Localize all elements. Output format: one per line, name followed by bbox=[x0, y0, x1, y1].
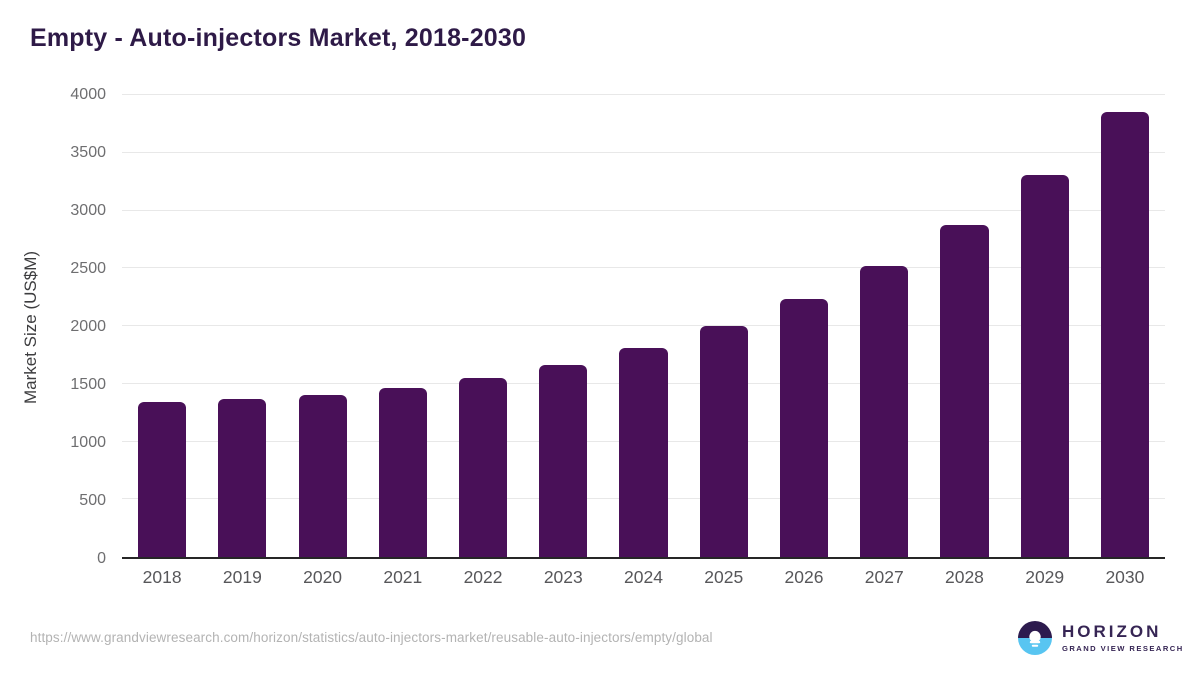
x-tick-label-2027: 2027 bbox=[864, 567, 904, 587]
bar-slot-2026 bbox=[764, 95, 844, 557]
bar-layer bbox=[122, 95, 1165, 557]
bar-2030 bbox=[1100, 112, 1149, 557]
y-tick-label-1000: 1000 bbox=[70, 434, 106, 451]
y-tick-label-2500: 2500 bbox=[70, 260, 106, 277]
bar-slot-2029 bbox=[1005, 95, 1085, 557]
x-axis-labels: 2018 2019 2020 2021 2022 2023 2024 2025 2026 2027… bbox=[122, 567, 1165, 588]
chart-title: Empty - Auto-injectors Market, 2018-2030 bbox=[30, 24, 527, 52]
logo-brand-name: HORIZON bbox=[1062, 622, 1162, 642]
gridline-4000 bbox=[122, 94, 1165, 95]
bar-slot-2021 bbox=[363, 95, 443, 557]
bar-slot-2030 bbox=[1085, 95, 1165, 557]
x-tick-label-2026: 2026 bbox=[784, 567, 824, 587]
y-tick-label-2000: 2000 bbox=[70, 318, 106, 335]
horizon-logo-icon bbox=[1018, 621, 1052, 655]
y-tick-label-0: 0 bbox=[97, 550, 106, 567]
gridline-2500 bbox=[122, 267, 1165, 269]
bar-2024 bbox=[619, 348, 668, 557]
y-tick-label-1500: 1500 bbox=[70, 376, 106, 393]
bar-slot-2028 bbox=[924, 95, 1004, 557]
gridline-3500 bbox=[122, 151, 1165, 153]
x-tick-label-2019: 2019 bbox=[222, 567, 262, 587]
x-tick-label-2024: 2024 bbox=[624, 567, 663, 587]
bar-2028 bbox=[940, 225, 989, 557]
bar-2027 bbox=[860, 266, 909, 557]
bar-2021 bbox=[378, 388, 427, 557]
y-tick-label-4000: 4000 bbox=[70, 86, 106, 103]
bar-slot-2025 bbox=[684, 95, 764, 557]
bar-slot-2022 bbox=[443, 95, 523, 557]
x-tick-label-2029: 2029 bbox=[1025, 567, 1065, 587]
bar-2022 bbox=[458, 377, 508, 557]
y-tick-label-3500: 3500 bbox=[70, 144, 106, 161]
bar-slot-2024 bbox=[603, 95, 683, 557]
x-tick-label-2025: 2025 bbox=[704, 567, 744, 587]
bar-2018 bbox=[138, 401, 187, 557]
bar-2029 bbox=[1020, 175, 1069, 557]
gridline-3000 bbox=[122, 209, 1165, 211]
x-tick-label-2018: 2018 bbox=[142, 567, 182, 587]
x-tick-label-2020: 2020 bbox=[303, 567, 343, 587]
gridline-2000 bbox=[122, 325, 1165, 326]
source-url: https://www.grandviewresearch.com/horizo… bbox=[30, 630, 713, 645]
y-tick-label-3000: 3000 bbox=[70, 202, 106, 219]
horizon-logo: HORIZON GRAND VIEW RESEARCH bbox=[1017, 620, 1184, 656]
bar-slot-2019 bbox=[202, 95, 282, 557]
logo-tagline: GRAND VIEW RESEARCH bbox=[1062, 643, 1184, 653]
bar-slot-2020 bbox=[282, 95, 362, 557]
bar-2023 bbox=[539, 364, 588, 557]
x-tick-label-2030: 2030 bbox=[1105, 567, 1145, 587]
y-axis-labels: 0 500 1000 1500 2000 2500 3000 3500 4000 bbox=[0, 87, 106, 567]
bar-2020 bbox=[298, 394, 347, 557]
bar-2019 bbox=[218, 398, 267, 557]
bar-slot-2018 bbox=[122, 95, 202, 557]
y-tick-label-500: 500 bbox=[79, 492, 106, 509]
bar-slot-2023 bbox=[523, 95, 603, 557]
logo-text: HORIZON GRAND VIEW RESEARCH bbox=[1062, 622, 1184, 653]
bar-2025 bbox=[699, 325, 748, 557]
plot-area bbox=[122, 94, 1165, 559]
x-tick-label-2023: 2023 bbox=[543, 567, 583, 587]
bar-2026 bbox=[779, 298, 829, 557]
x-tick-label-2022: 2022 bbox=[463, 567, 503, 587]
bar-slot-2027 bbox=[844, 95, 924, 557]
x-tick-label-2021: 2021 bbox=[383, 567, 423, 587]
x-tick-label-2028: 2028 bbox=[944, 567, 984, 587]
